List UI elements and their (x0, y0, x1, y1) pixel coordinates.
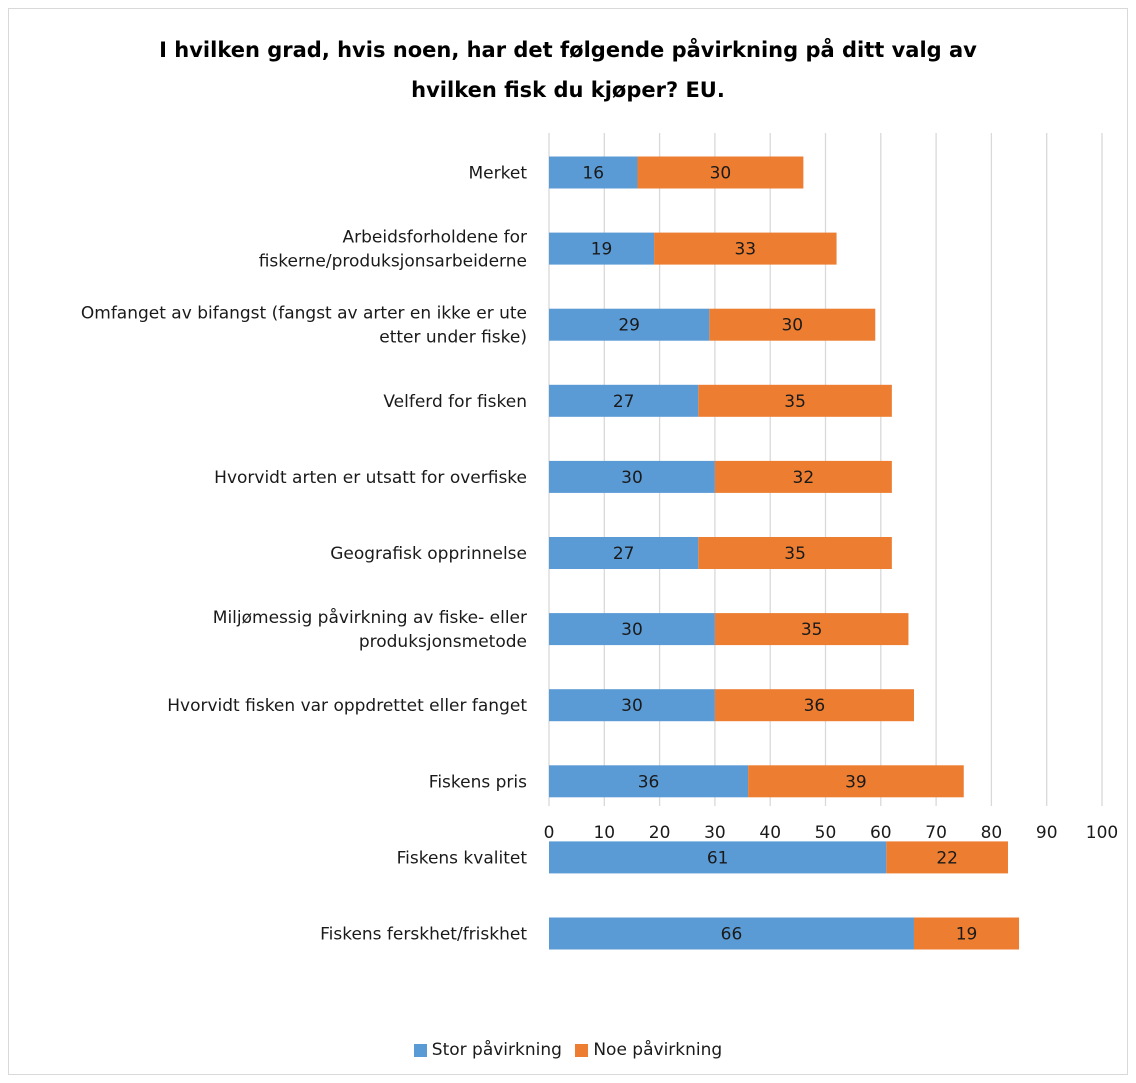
data-label: 35 (784, 544, 806, 564)
bar-noe (913, 917, 1020, 950)
x-tick-label: 50 (815, 823, 837, 843)
bar-stor (549, 689, 715, 722)
data-label: 33 (734, 240, 756, 260)
bar-stor (549, 765, 749, 798)
x-tick-label: 20 (649, 823, 671, 843)
data-label: 35 (784, 392, 806, 412)
bar-noe (714, 613, 909, 646)
data-label: 30 (621, 620, 643, 640)
data-label: 39 (845, 772, 867, 792)
legend-label-stor: Stor påvirkning (431, 1040, 562, 1060)
category-label: Velferd for fisken (383, 392, 527, 412)
bar-stor (549, 308, 710, 341)
x-tick-label: 70 (925, 823, 947, 843)
bar-stor (549, 613, 715, 646)
data-label: 36 (638, 772, 660, 792)
chart-title-line-2: hvilken fisk du kjøper? EU. (411, 78, 725, 102)
legend-swatch-stor (413, 1043, 427, 1057)
bar-noe (748, 765, 964, 798)
category-label: fiskerne/produksjonsarbeiderne (259, 252, 527, 272)
bar-noe (698, 384, 892, 417)
x-tick-label: 30 (704, 823, 726, 843)
data-label: 19 (591, 240, 613, 260)
legend-item-noe: Noe påvirkning (575, 1040, 722, 1060)
chart-title-line-1: I hvilken grad, hvis noen, har det følge… (159, 38, 977, 62)
category-label: Fiskens ferskhet/friskhet (320, 925, 527, 945)
category-label: Merket (469, 164, 528, 184)
category-label: Arbeidsforholdene for (343, 228, 527, 248)
bar-stor (549, 841, 887, 874)
legend-item-stor: Stor påvirkning (413, 1040, 562, 1060)
data-label: 22 (936, 848, 958, 868)
x-tick-label: 10 (593, 823, 615, 843)
category-label: etter under fiske) (379, 328, 527, 348)
bar-noe (714, 689, 914, 722)
data-label: 66 (721, 925, 743, 945)
bar-noe (714, 460, 892, 493)
category-label: Miljømessig påvirkning av fiske- eller (213, 607, 527, 628)
bar-stor (549, 917, 914, 950)
category-label: Geografisk opprinnelse (330, 544, 527, 564)
category-label: Omfanget av bifangst (fangst av arter en… (81, 304, 527, 324)
data-label: 30 (621, 696, 643, 716)
x-tick-label: 0 (544, 823, 555, 843)
data-label: 61 (707, 848, 729, 868)
bar-stor (549, 156, 638, 189)
x-tick-label: 90 (1036, 823, 1058, 843)
data-label: 29 (618, 316, 640, 336)
chart-title: I hvilken grad, hvis noen, har det følge… (0, 30, 1136, 110)
data-label: 32 (793, 468, 815, 488)
bar-stor (549, 384, 699, 417)
x-tick-label: 40 (759, 823, 781, 843)
bar-noe (709, 308, 876, 341)
category-label: Fiskens pris (429, 772, 527, 792)
data-label: 35 (801, 620, 823, 640)
category-label: Hvorvidt fisken var oppdrettet eller fan… (167, 696, 527, 716)
bar-stor (549, 537, 699, 569)
data-label: 16 (582, 164, 604, 184)
x-tick-label: 80 (981, 823, 1003, 843)
data-label: 36 (804, 696, 826, 716)
legend: Stor påvirkning Noe påvirkning (0, 1040, 1136, 1062)
legend-label-noe: Noe påvirkning (593, 1040, 723, 1060)
data-label: 27 (613, 544, 635, 564)
legend-swatch-noe (575, 1043, 589, 1057)
bar-noe (637, 156, 804, 189)
bar-noe (698, 537, 892, 569)
category-label: Hvorvidt arten er utsatt for overfiske (214, 468, 527, 488)
category-label: Fiskens kvalitet (397, 848, 528, 868)
bar-stor (549, 232, 655, 265)
data-label: 30 (781, 316, 803, 336)
data-label: 27 (613, 392, 635, 412)
category-label: produksjonsmetode (359, 632, 527, 652)
data-label: 19 (956, 925, 978, 945)
bar-stor (549, 460, 715, 493)
x-tick-label: 100 (1086, 823, 1118, 843)
bar-noe (654, 232, 837, 265)
bar-noe (886, 841, 1008, 874)
data-label: 30 (710, 164, 732, 184)
x-tick-label: 60 (870, 823, 892, 843)
data-label: 30 (621, 468, 643, 488)
